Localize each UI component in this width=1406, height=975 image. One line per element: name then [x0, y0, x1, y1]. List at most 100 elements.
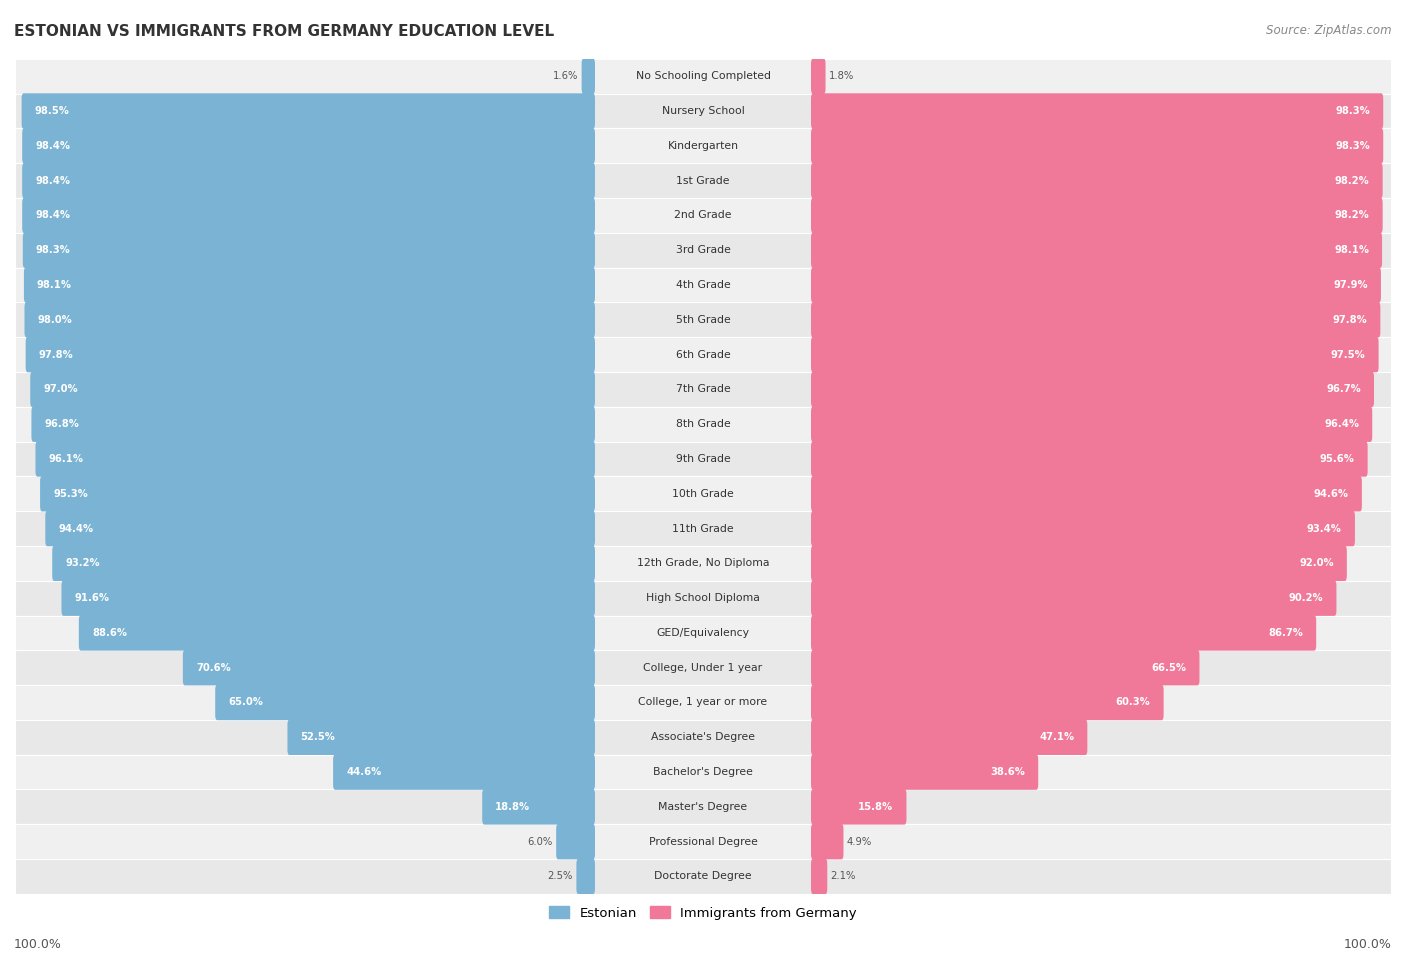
FancyBboxPatch shape: [15, 824, 1391, 859]
FancyBboxPatch shape: [52, 546, 595, 581]
Text: Professional Degree: Professional Degree: [648, 837, 758, 846]
Text: 47.1%: 47.1%: [1039, 732, 1074, 742]
FancyBboxPatch shape: [811, 371, 1374, 408]
FancyBboxPatch shape: [15, 337, 1391, 372]
FancyBboxPatch shape: [811, 302, 1381, 337]
Text: 2.5%: 2.5%: [547, 872, 574, 881]
Text: 92.0%: 92.0%: [1299, 559, 1334, 568]
FancyBboxPatch shape: [35, 442, 595, 477]
Text: 96.1%: 96.1%: [49, 454, 83, 464]
FancyBboxPatch shape: [31, 407, 595, 442]
FancyBboxPatch shape: [15, 790, 1391, 824]
FancyBboxPatch shape: [15, 650, 1391, 685]
FancyBboxPatch shape: [15, 233, 1391, 267]
FancyBboxPatch shape: [811, 720, 1087, 755]
Text: 12th Grade, No Diploma: 12th Grade, No Diploma: [637, 559, 769, 568]
FancyBboxPatch shape: [15, 302, 1391, 337]
Text: No Schooling Completed: No Schooling Completed: [636, 71, 770, 81]
Text: Bachelor's Degree: Bachelor's Degree: [652, 767, 754, 777]
Text: Kindergarten: Kindergarten: [668, 140, 738, 151]
FancyBboxPatch shape: [15, 407, 1391, 442]
FancyBboxPatch shape: [22, 198, 595, 233]
Text: Associate's Degree: Associate's Degree: [651, 732, 755, 742]
FancyBboxPatch shape: [811, 163, 1382, 198]
FancyBboxPatch shape: [811, 546, 1347, 581]
Text: 1.8%: 1.8%: [830, 71, 855, 81]
Text: 94.6%: 94.6%: [1313, 488, 1348, 499]
Text: 97.8%: 97.8%: [1333, 315, 1367, 325]
Text: 98.3%: 98.3%: [1336, 106, 1371, 116]
Text: 93.2%: 93.2%: [65, 559, 100, 568]
FancyBboxPatch shape: [811, 476, 1362, 512]
Text: 98.0%: 98.0%: [38, 315, 72, 325]
FancyBboxPatch shape: [15, 720, 1391, 755]
FancyBboxPatch shape: [15, 685, 1391, 720]
FancyBboxPatch shape: [576, 859, 595, 894]
Text: 6th Grade: 6th Grade: [676, 350, 730, 360]
Text: 88.6%: 88.6%: [91, 628, 127, 638]
FancyBboxPatch shape: [15, 372, 1391, 407]
FancyBboxPatch shape: [15, 546, 1391, 581]
Text: 10th Grade: 10th Grade: [672, 488, 734, 499]
FancyBboxPatch shape: [811, 267, 1381, 303]
Text: 2nd Grade: 2nd Grade: [675, 211, 731, 220]
FancyBboxPatch shape: [811, 580, 1337, 616]
Text: 98.4%: 98.4%: [35, 211, 70, 220]
FancyBboxPatch shape: [15, 198, 1391, 233]
FancyBboxPatch shape: [811, 407, 1372, 442]
Text: 97.9%: 97.9%: [1333, 280, 1368, 290]
Text: 95.3%: 95.3%: [53, 488, 89, 499]
Text: 11th Grade: 11th Grade: [672, 524, 734, 533]
Text: 4.9%: 4.9%: [846, 837, 872, 846]
Text: 15.8%: 15.8%: [858, 801, 893, 812]
Text: High School Diploma: High School Diploma: [647, 593, 759, 604]
Legend: Estonian, Immigrants from Germany: Estonian, Immigrants from Germany: [544, 901, 862, 925]
FancyBboxPatch shape: [24, 302, 595, 337]
FancyBboxPatch shape: [557, 824, 595, 859]
FancyBboxPatch shape: [15, 94, 1391, 129]
FancyBboxPatch shape: [15, 755, 1391, 790]
Text: 96.7%: 96.7%: [1326, 384, 1361, 394]
Text: 6.0%: 6.0%: [527, 837, 553, 846]
Text: 66.5%: 66.5%: [1152, 663, 1187, 673]
Text: 60.3%: 60.3%: [1116, 697, 1150, 708]
FancyBboxPatch shape: [15, 442, 1391, 477]
FancyBboxPatch shape: [41, 476, 595, 512]
FancyBboxPatch shape: [25, 336, 595, 372]
FancyBboxPatch shape: [811, 336, 1379, 372]
FancyBboxPatch shape: [811, 198, 1382, 233]
Text: 44.6%: 44.6%: [346, 767, 381, 777]
Text: 52.5%: 52.5%: [301, 732, 336, 742]
FancyBboxPatch shape: [811, 755, 1038, 790]
Text: 65.0%: 65.0%: [228, 697, 263, 708]
FancyBboxPatch shape: [811, 442, 1368, 477]
Text: 95.6%: 95.6%: [1320, 454, 1354, 464]
FancyBboxPatch shape: [21, 94, 595, 129]
Text: 9th Grade: 9th Grade: [676, 454, 730, 464]
Text: 70.6%: 70.6%: [195, 663, 231, 673]
FancyBboxPatch shape: [15, 477, 1391, 511]
FancyBboxPatch shape: [31, 371, 595, 408]
FancyBboxPatch shape: [183, 650, 595, 685]
FancyBboxPatch shape: [811, 684, 1164, 721]
Text: 98.3%: 98.3%: [1336, 140, 1371, 151]
Text: 98.4%: 98.4%: [35, 176, 70, 185]
FancyBboxPatch shape: [15, 163, 1391, 198]
FancyBboxPatch shape: [811, 232, 1382, 268]
FancyBboxPatch shape: [15, 859, 1391, 894]
Text: 86.7%: 86.7%: [1268, 628, 1303, 638]
Text: 1st Grade: 1st Grade: [676, 176, 730, 185]
Text: 5th Grade: 5th Grade: [676, 315, 730, 325]
Text: Source: ZipAtlas.com: Source: ZipAtlas.com: [1267, 24, 1392, 37]
Text: Doctorate Degree: Doctorate Degree: [654, 872, 752, 881]
Text: 2.1%: 2.1%: [831, 872, 856, 881]
FancyBboxPatch shape: [15, 581, 1391, 615]
FancyBboxPatch shape: [811, 615, 1316, 650]
Text: ESTONIAN VS IMMIGRANTS FROM GERMANY EDUCATION LEVEL: ESTONIAN VS IMMIGRANTS FROM GERMANY EDUC…: [14, 24, 554, 39]
FancyBboxPatch shape: [811, 859, 827, 894]
Text: 98.1%: 98.1%: [1334, 246, 1369, 255]
Text: 8th Grade: 8th Grade: [676, 419, 730, 429]
FancyBboxPatch shape: [287, 720, 595, 755]
Text: 97.8%: 97.8%: [39, 350, 73, 360]
FancyBboxPatch shape: [15, 129, 1391, 163]
